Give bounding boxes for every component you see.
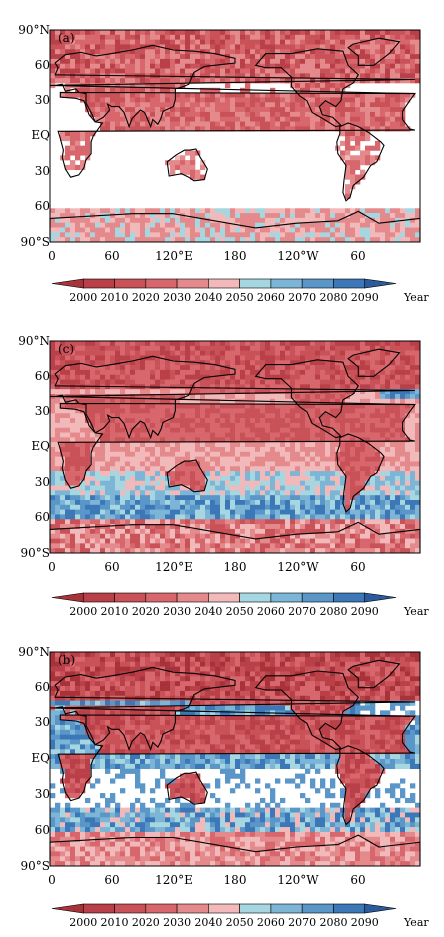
lat-label: 30 xyxy=(34,787,50,801)
colorbar-tick-label: 2020 xyxy=(131,916,160,929)
lon-label: 120°E xyxy=(155,249,193,263)
lon-label: 0 xyxy=(48,560,56,574)
lat-label: 90°N xyxy=(18,645,50,659)
lat-label: 30 xyxy=(34,164,50,178)
colorbar-tick-label: 2090 xyxy=(350,291,379,304)
colorbar-unit-b: Year xyxy=(404,916,429,929)
lat-label: 90°N xyxy=(18,23,50,37)
lon-label: 60 xyxy=(104,873,120,887)
map-a xyxy=(49,29,421,243)
lat-label: 60 xyxy=(34,680,50,694)
colorbar-tick-label: 2010 xyxy=(100,291,129,304)
panel-label-b: (b) xyxy=(58,653,76,667)
colorbar-tick-label: 2030 xyxy=(163,916,192,929)
lat-label: EQ xyxy=(31,128,50,142)
lat-label: 30 xyxy=(34,404,50,418)
colorbar-tick-label: 2010 xyxy=(100,916,129,929)
lon-label: 0 xyxy=(48,249,56,263)
colorbar-tick-label: 2010 xyxy=(100,605,129,618)
colorbar-tick-label: 2050 xyxy=(225,916,254,929)
lon-label: 0 xyxy=(48,873,56,887)
colorbar-tick-label: 2070 xyxy=(288,916,317,929)
colorbar-tick-label: 2020 xyxy=(131,291,160,304)
colorbar-tick-label: 2070 xyxy=(288,605,317,618)
lat-label: 90°N xyxy=(18,334,50,348)
lon-label: 120°W xyxy=(277,560,319,574)
lat-label: 90°S xyxy=(20,859,51,873)
lon-label: 60 xyxy=(350,560,366,574)
colorbar-tick-label: 2050 xyxy=(225,291,254,304)
lon-label: 180 xyxy=(223,560,247,574)
colorbar-tick-label: 2050 xyxy=(225,605,254,618)
panel-a: (a) 90°N 60 30 EQ 30 60 90°S 0 60 120°E … xyxy=(0,0,444,312)
colorbar-tick-label: 2060 xyxy=(256,916,285,929)
lat-label: EQ xyxy=(31,439,50,453)
lat-label: 30 xyxy=(34,715,50,729)
colorbar-tick-label: 2080 xyxy=(319,916,348,929)
colorbar-tick-label: 2020 xyxy=(131,605,160,618)
colorbar-tick-label: 2090 xyxy=(350,916,379,929)
coastline-b xyxy=(49,659,421,867)
lat-label: 90°S xyxy=(20,235,51,249)
lon-label: 120°W xyxy=(277,873,319,887)
colorbar-tick-label: 2040 xyxy=(194,916,223,929)
colorbar-tick-label: 2000 xyxy=(69,291,98,304)
colorbar-tick-label: 2030 xyxy=(163,291,192,304)
lat-label: 60 xyxy=(34,199,50,213)
lat-label: 60 xyxy=(34,369,50,383)
colorbar-tick-label: 2070 xyxy=(288,291,317,304)
panel-label-a: (a) xyxy=(58,31,75,45)
panel-b: (b) 90°N 60 30 EQ 30 60 90°S 0 60 120°E … xyxy=(0,624,444,936)
lon-label: 180 xyxy=(223,249,247,263)
lat-label: 60 xyxy=(34,510,50,524)
colorbar-unit-a: Year xyxy=(404,291,429,304)
colorbar-tick-label: 2030 xyxy=(163,605,192,618)
coastline-c xyxy=(49,348,421,554)
lon-label: 180 xyxy=(223,873,247,887)
colorbar-tick-label: 2080 xyxy=(319,291,348,304)
lon-label: 60 xyxy=(350,249,366,263)
colorbar-tick-label: 2060 xyxy=(256,605,285,618)
map-c xyxy=(49,340,421,554)
lat-label: 90°S xyxy=(20,546,51,560)
lat-label: 30 xyxy=(34,93,50,107)
panel-label-c: (c) xyxy=(58,342,75,356)
lon-label: 120°E xyxy=(155,560,193,574)
lon-label: 60 xyxy=(104,560,120,574)
lat-label: 30 xyxy=(34,475,50,489)
colorbar-unit-c: Year xyxy=(404,605,429,618)
lon-label: 60 xyxy=(104,249,120,263)
colorbar-tick-label: 2000 xyxy=(69,916,98,929)
colorbar-tick-label: 2060 xyxy=(256,291,285,304)
lat-label: 60 xyxy=(34,58,50,72)
colorbar-tick-label: 2080 xyxy=(319,605,348,618)
lat-label: 60 xyxy=(34,823,50,837)
lon-label: 120°W xyxy=(277,249,319,263)
map-cells-c xyxy=(50,341,421,554)
colorbar-tick-label: 2000 xyxy=(69,605,98,618)
colorbar-tick-label: 2040 xyxy=(194,291,223,304)
colorbar-tick-label: 2040 xyxy=(194,605,223,618)
lat-label: EQ xyxy=(31,751,50,765)
lon-label: 120°E xyxy=(155,873,193,887)
lon-label: 60 xyxy=(350,873,366,887)
panel-c: (c) 90°N 60 30 EQ 30 60 90°S 0 60 120°E … xyxy=(0,312,444,624)
map-b xyxy=(49,651,421,867)
colorbar-tick-label: 2090 xyxy=(350,605,379,618)
